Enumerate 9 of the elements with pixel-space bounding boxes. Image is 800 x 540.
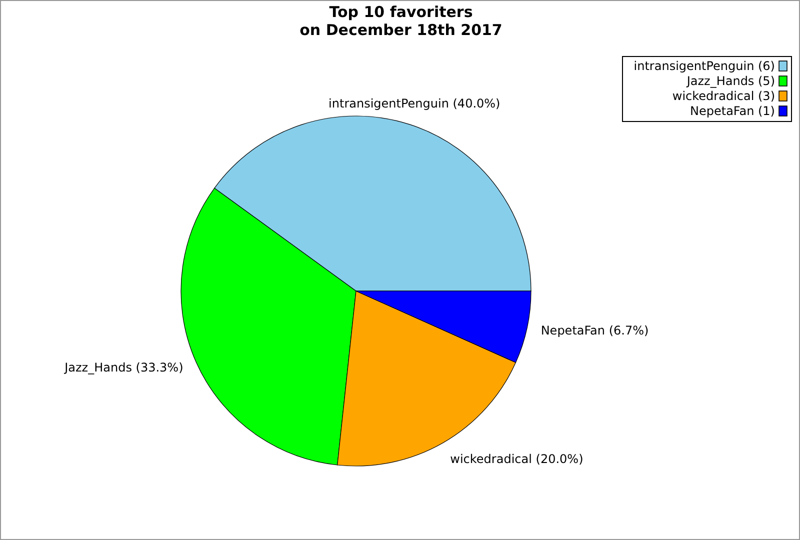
legend-label: wickedradical (3)	[672, 89, 775, 103]
legend-label: NepetaFan (1)	[690, 104, 775, 118]
data-label: Jazz_Hands (33.3%)	[64, 360, 184, 375]
legend-label: Jazz_Hands (5)	[686, 74, 775, 88]
legend-label: intransigentPenguin (6)	[634, 59, 775, 73]
data-label: wickedradical (20.0%)	[450, 452, 584, 466]
data-label: NepetaFan (6.7%)	[540, 323, 649, 338]
chart-title: Top 10 favoriters on December 18th 2017	[300, 3, 502, 39]
data-label: intransigentPenguin (40.0%)	[328, 96, 500, 110]
